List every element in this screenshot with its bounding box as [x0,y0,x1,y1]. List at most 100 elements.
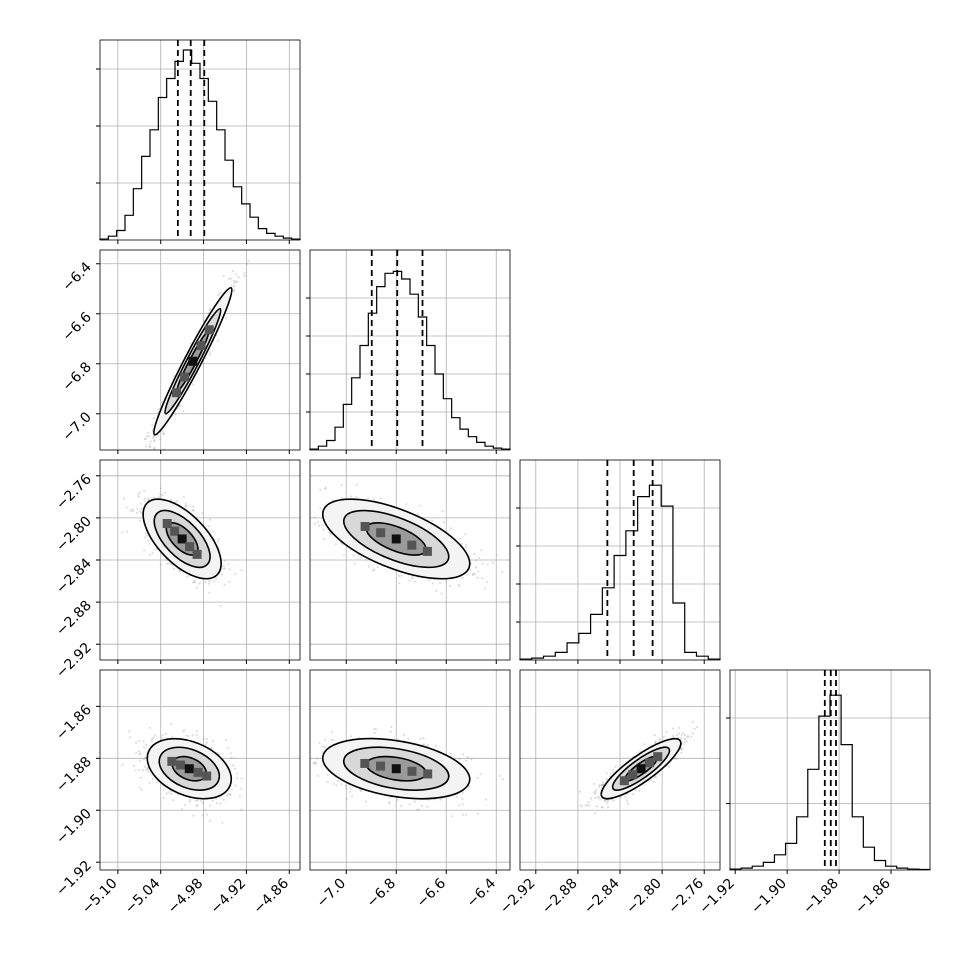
sample-point [379,497,382,500]
sample-point [330,738,333,742]
sample-point [449,752,453,755]
sample-point [632,793,635,796]
sample-point [184,505,187,508]
sample-point [217,540,220,543]
sample-point [428,578,431,581]
density-core [167,756,177,766]
sample-point [431,519,434,522]
sample-point [355,495,358,498]
sample-point [211,740,214,743]
sample-point [159,438,162,441]
sample-point [373,568,376,571]
scatter-points [304,725,510,818]
sample-point [334,543,337,546]
sample-point [146,452,148,454]
density-core [422,546,432,556]
sample-point [158,408,161,411]
sample-point [146,534,149,537]
sample-point [417,808,420,811]
sample-point [191,509,194,512]
density-core [391,534,401,544]
sample-point [144,438,147,441]
sample-point [420,804,423,807]
sample-point [364,800,368,803]
sample-point [342,553,346,556]
sample-point [413,800,416,803]
density-core [407,766,417,776]
sample-point [234,784,237,787]
sample-point [458,758,461,761]
sample-point [350,795,354,798]
sample-point [680,737,683,740]
sample-point [372,569,375,572]
density-core [196,341,206,351]
sample-point [389,730,392,733]
sample-point [495,554,498,557]
sample-point [248,247,250,249]
sample-point [337,780,340,783]
density-core [360,522,370,532]
sample-point [322,528,325,531]
sample-point [501,570,504,574]
panel-frame [99,249,301,451]
sample-point [140,788,143,791]
density-core [177,534,187,544]
sample-point [484,587,487,590]
sample-point [419,504,422,507]
sample-point [680,734,683,737]
sample-point [183,803,186,807]
sample-point [665,730,668,733]
sample-point [196,799,199,802]
sample-point [464,533,467,536]
density-core [185,542,195,552]
sample-point [191,383,195,386]
sample-point [234,280,237,283]
sample-point [219,796,222,799]
sample-point [426,805,429,808]
sample-point [166,562,169,566]
sample-point [480,549,483,552]
panel-frame [309,669,511,871]
sample-point [350,495,353,498]
sample-point [462,791,465,794]
sample-point [153,446,156,450]
sample-point [322,745,325,748]
sample-point [151,738,154,741]
sample-point [321,524,324,527]
sample-point [162,433,165,436]
sample-point [422,743,425,746]
sample-point [188,800,191,803]
sample-point [522,548,524,550]
sample-point [240,808,243,811]
sample-point [143,500,146,503]
sample-point [324,487,327,490]
sample-point [178,569,181,573]
sample-point [681,732,684,735]
sample-point [373,732,376,735]
sample-point [474,559,478,562]
sample-point [228,568,231,571]
sample-point [422,737,425,740]
sample-point [653,734,656,737]
sample-point [397,574,400,578]
sample-point [138,768,141,772]
sample-point [678,732,681,735]
sample-point [373,727,376,730]
sample-point [359,789,362,793]
sample-point [357,736,360,739]
sample-point [367,497,370,500]
sample-point [195,733,198,737]
sample-point [192,581,195,584]
sample-point [121,531,124,534]
sample-point [161,736,164,740]
sample-point [304,781,306,783]
sample-point [592,782,595,785]
histogram-panel-0 [96,39,301,241]
sample-point [192,509,195,512]
sample-point [232,289,235,292]
sample-point [208,353,211,356]
sample-point [159,493,162,496]
sample-point [183,728,186,732]
sample-point [151,551,154,555]
